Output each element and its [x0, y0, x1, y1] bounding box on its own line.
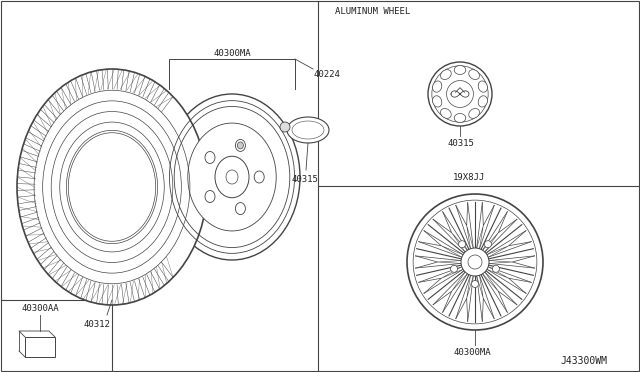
Ellipse shape — [468, 70, 479, 80]
Text: 40300MA: 40300MA — [453, 348, 491, 357]
Ellipse shape — [164, 94, 300, 260]
Bar — [25, 337, 55, 357]
Text: 40300AA: 40300AA — [22, 304, 60, 313]
Circle shape — [461, 248, 489, 276]
Circle shape — [407, 194, 543, 330]
Circle shape — [484, 241, 492, 248]
Text: ALUMINUM WHEEL: ALUMINUM WHEEL — [335, 7, 410, 16]
Ellipse shape — [236, 203, 245, 215]
Text: 40300MA: 40300MA — [214, 49, 252, 58]
Ellipse shape — [188, 123, 276, 231]
Text: 19X8JJ: 19X8JJ — [453, 173, 485, 182]
Circle shape — [447, 81, 474, 108]
Ellipse shape — [17, 69, 207, 305]
Text: J43300WM: J43300WM — [560, 356, 607, 366]
Text: 40312: 40312 — [84, 320, 111, 329]
Ellipse shape — [440, 70, 451, 80]
Ellipse shape — [68, 133, 156, 241]
Text: 40315: 40315 — [447, 139, 474, 148]
Circle shape — [428, 62, 492, 126]
Ellipse shape — [205, 151, 215, 163]
Ellipse shape — [468, 109, 479, 118]
Circle shape — [492, 265, 499, 272]
Ellipse shape — [287, 117, 329, 143]
Ellipse shape — [433, 96, 442, 107]
Ellipse shape — [237, 142, 243, 149]
Ellipse shape — [254, 171, 264, 183]
Ellipse shape — [478, 96, 488, 107]
Ellipse shape — [478, 81, 488, 92]
Ellipse shape — [280, 122, 290, 132]
Circle shape — [468, 255, 482, 269]
Circle shape — [451, 265, 458, 272]
Ellipse shape — [440, 109, 451, 118]
Ellipse shape — [433, 81, 442, 92]
Ellipse shape — [226, 170, 238, 184]
Ellipse shape — [236, 140, 245, 151]
Ellipse shape — [454, 65, 466, 74]
Ellipse shape — [454, 113, 466, 122]
Text: 40224: 40224 — [313, 70, 340, 79]
Circle shape — [459, 241, 465, 248]
Circle shape — [472, 280, 479, 288]
Text: 40315: 40315 — [291, 175, 318, 184]
Ellipse shape — [215, 156, 249, 198]
Ellipse shape — [205, 190, 215, 202]
